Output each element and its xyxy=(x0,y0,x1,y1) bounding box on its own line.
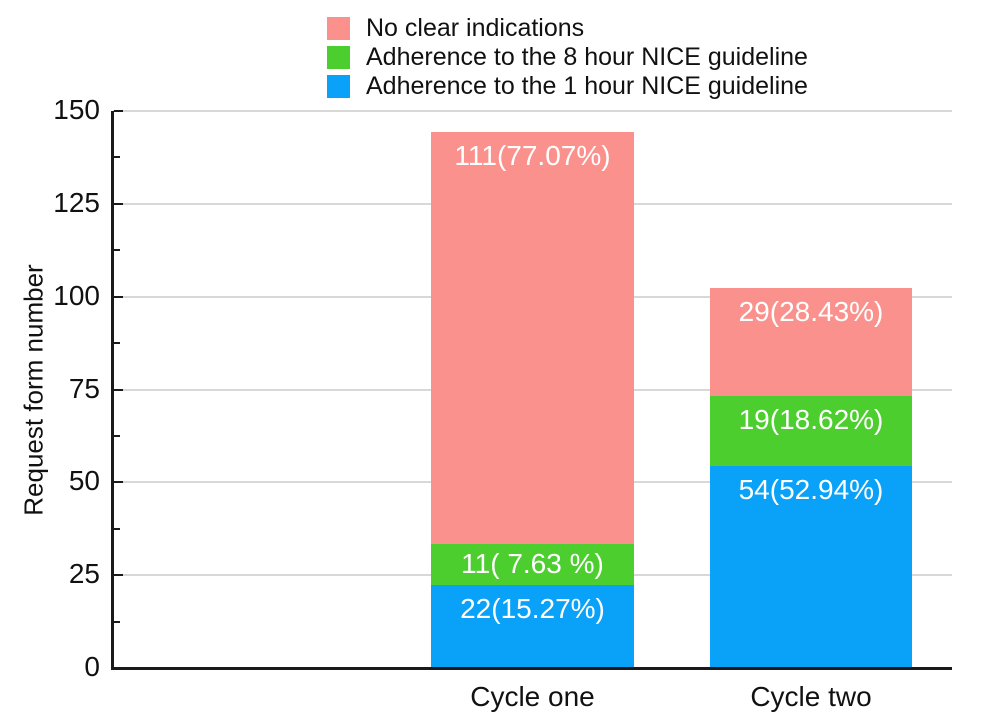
bar-value-label: 111(77.07%) xyxy=(454,140,611,172)
legend-label: No clear indications xyxy=(366,14,585,42)
y-major-tick xyxy=(114,574,123,577)
y-minor-tick xyxy=(114,156,120,159)
chart-legend: No clear indications Adherence to the 8 … xyxy=(327,14,808,101)
legend-swatch-no-clear-indications xyxy=(327,17,350,40)
y-tick-label: 150 xyxy=(53,93,100,125)
bar-segment: 54(52.94%) xyxy=(710,466,912,667)
y-minor-tick xyxy=(114,434,120,437)
y-tick-label: 125 xyxy=(53,186,100,218)
y-tick-label: 75 xyxy=(68,372,100,404)
bar-value-label: 54(52.94%) xyxy=(738,474,884,506)
x-tick-label-cycle-two: Cycle two xyxy=(750,681,872,712)
bar-segment: 22(15.27%) xyxy=(431,585,634,667)
y-axis-line xyxy=(111,111,114,670)
bar-segment: 29(28.43%) xyxy=(710,288,912,396)
bar-value-label: 29(28.43%) xyxy=(738,296,884,328)
bar-value-label: 22(15.27%) xyxy=(460,593,605,625)
y-minor-tick xyxy=(114,342,120,345)
bar-segment: 11( 7.63 %) xyxy=(431,544,634,586)
bar-value-label: 11( 7.63 %) xyxy=(461,548,604,580)
y-minor-tick xyxy=(114,620,120,623)
y-tick-label: 25 xyxy=(68,558,100,590)
y-major-tick xyxy=(114,388,123,391)
y-major-tick xyxy=(114,110,123,112)
bar-segment: 19(18.62%) xyxy=(710,395,912,467)
gridline xyxy=(113,110,952,112)
y-tick-label: 100 xyxy=(53,279,100,311)
y-major-tick xyxy=(114,295,123,298)
legend-item: Adherence to the 1 hour NICE guideline xyxy=(327,72,808,101)
y-minor-tick xyxy=(114,249,120,252)
bar-value-label: 19(18.62%) xyxy=(738,403,884,435)
legend-label: Adherence to the 1 hour NICE guideline xyxy=(366,72,808,100)
y-minor-tick xyxy=(114,527,120,530)
bar-segment: 111(77.07%) xyxy=(431,132,634,545)
legend-item: Adherence to the 8 hour NICE guideline xyxy=(327,43,808,72)
y-major-tick xyxy=(114,481,123,484)
legend-label: Adherence to the 8 hour NICE guideline xyxy=(366,43,808,71)
legend-swatch-1-hour-adherence xyxy=(327,75,350,98)
legend-swatch-8-hour-adherence xyxy=(327,46,350,69)
y-tick-label: 50 xyxy=(68,465,100,497)
y-tick-label: 0 xyxy=(84,650,100,682)
x-axis-line xyxy=(111,667,952,670)
legend-item: No clear indications xyxy=(327,14,808,43)
x-tick-label-cycle-one: Cycle one xyxy=(470,681,595,712)
y-major-tick xyxy=(114,202,123,205)
